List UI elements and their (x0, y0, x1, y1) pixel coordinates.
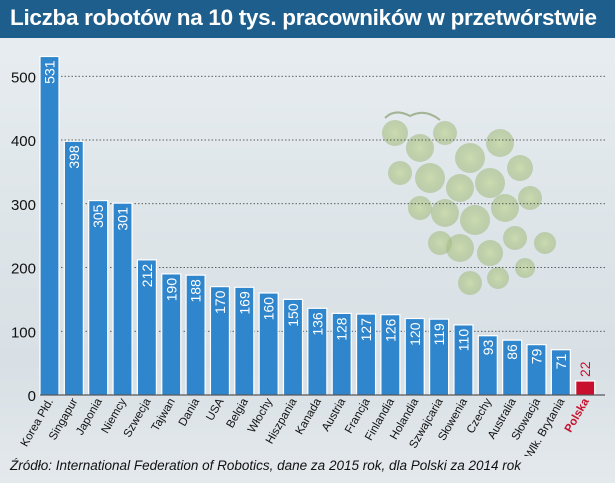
data-label: 398 (66, 145, 82, 169)
data-label: 128 (334, 317, 350, 341)
grape-decoration (388, 161, 412, 185)
grape-decoration (486, 129, 514, 157)
y-tick-label: 100 (11, 324, 36, 341)
grape-decoration (428, 231, 452, 255)
data-label: 136 (309, 312, 325, 336)
x-tick-label: Dania (177, 396, 203, 429)
data-label: 120 (407, 322, 423, 346)
grape-decoration (515, 258, 535, 278)
data-label: 531 (42, 60, 58, 84)
bar (112, 202, 133, 396)
data-label: 127 (358, 318, 374, 342)
grape-decoration (433, 121, 457, 145)
grape-decoration (534, 232, 556, 254)
data-label: 22 (577, 361, 593, 377)
data-label: 301 (115, 207, 131, 231)
data-label: 150 (285, 303, 301, 327)
title-bar: Liczba robotów na 10 tys. pracowników w … (0, 0, 615, 38)
y-tick-label: 300 (11, 197, 36, 214)
grape-decoration (382, 120, 408, 146)
y-tick-label: 200 (11, 261, 36, 278)
x-tick-label: USA (204, 396, 226, 423)
x-tick-label: Belgia (225, 396, 252, 430)
data-label: 160 (261, 297, 277, 321)
bar (88, 199, 109, 396)
x-tick-label: Tajwan (150, 397, 178, 434)
data-label: 71 (553, 354, 569, 370)
x-tick-label: Korea Płd. (19, 397, 56, 450)
data-label: 119 (431, 323, 447, 346)
y-axis: 0 100 200 300 400 500 (11, 60, 41, 405)
data-label: 170 (212, 290, 228, 314)
x-tick-label: Polska (563, 396, 592, 435)
data-label: 305 (90, 204, 106, 228)
y-tick-label: 400 (11, 133, 36, 150)
data-label: 169 (236, 291, 252, 315)
grape-decoration (518, 186, 542, 210)
grape-decoration (477, 240, 503, 266)
data-label: 93 (480, 340, 496, 356)
y-tick-label: 500 (11, 69, 36, 86)
bars: 531 398 305 301 212 190 188 170 169 160 150 136 128 1… (39, 55, 596, 396)
data-label: 79 (529, 348, 545, 364)
grape-decoration (487, 267, 509, 289)
grape-decoration (460, 205, 490, 235)
data-label: 190 (163, 278, 179, 302)
data-label: 110 (455, 329, 471, 352)
grape-decoration (507, 155, 533, 181)
grape-decoration (446, 234, 474, 262)
grape-decoration (458, 271, 482, 295)
grape-decoration (491, 194, 519, 222)
source-note: Źródło: International Federation of Robo… (10, 458, 522, 473)
x-axis: Korea Płd.SingapurJaponiaNiemcySzwecjaTa… (19, 394, 605, 456)
grape-decoration (455, 143, 485, 173)
bar (575, 380, 596, 396)
data-label: 188 (188, 279, 204, 303)
data-label: 212 (139, 264, 155, 288)
grape-decoration (475, 168, 505, 198)
y-tick-label: 0 (28, 388, 36, 405)
grape-decoration (446, 174, 474, 202)
grape-decoration (406, 134, 434, 162)
data-label: 126 (382, 318, 398, 342)
bar (63, 140, 84, 396)
bar (39, 55, 60, 396)
page-title: Liczba robotów na 10 tys. pracowników w … (10, 5, 597, 30)
grape-decoration (503, 226, 527, 250)
grape-decoration (408, 196, 432, 220)
data-label: 86 (504, 344, 520, 360)
grape-decoration (415, 163, 445, 193)
grape-stem-decoration (384, 111, 441, 121)
bar-chart: 0 100 200 300 400 500 531 398 305 301 212 190 188 17… (11, 55, 605, 456)
grape-decoration (431, 199, 459, 227)
